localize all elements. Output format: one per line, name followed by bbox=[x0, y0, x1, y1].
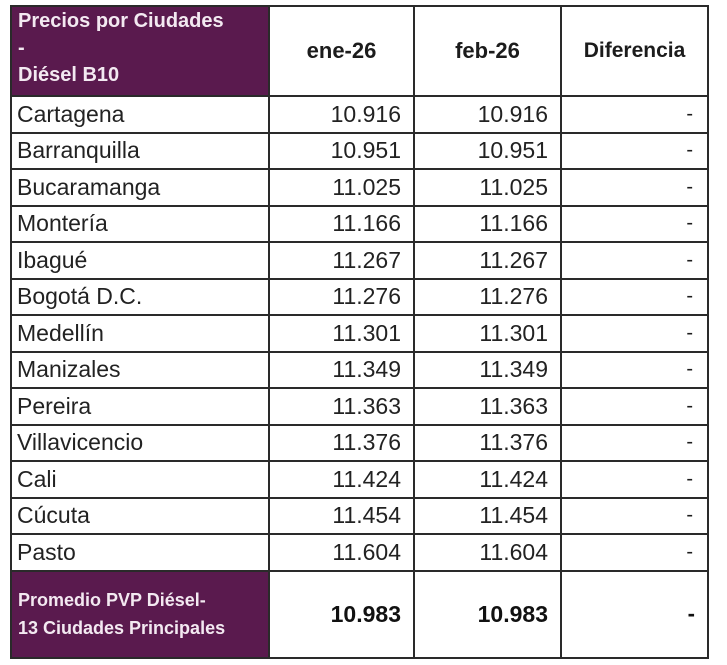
city-cell: Pasto bbox=[10, 533, 270, 572]
column-header-ene: ene-26 bbox=[268, 5, 415, 97]
ene-price-cell: 11.454 bbox=[268, 496, 415, 535]
feb-price-cell: 11.276 bbox=[413, 277, 562, 316]
city-cell: Cúcuta bbox=[10, 496, 270, 535]
difference-cell: - bbox=[560, 350, 709, 389]
city-cell: Medellín bbox=[10, 314, 270, 353]
city-cell: Montería bbox=[10, 204, 270, 243]
ene-price-cell: 11.267 bbox=[268, 241, 415, 280]
diesel-price-table: Precios por Ciudades - Diésel B10 ene-26… bbox=[10, 5, 709, 659]
feb-price-cell: 11.424 bbox=[413, 460, 562, 499]
table-row: Manizales 11.349 11.349 - bbox=[10, 350, 709, 389]
difference-cell: - bbox=[560, 95, 709, 134]
city-cell: Cartagena bbox=[10, 95, 270, 134]
feb-price-cell: 10.916 bbox=[413, 95, 562, 134]
difference-cell: - bbox=[560, 496, 709, 535]
city-cell: Bucaramanga bbox=[10, 168, 270, 207]
feb-price-cell: 10.951 bbox=[413, 131, 562, 170]
feb-price-cell: 11.363 bbox=[413, 387, 562, 426]
ene-price-cell: 10.916 bbox=[268, 95, 415, 134]
city-cell: Pereira bbox=[10, 387, 270, 426]
difference-cell: - bbox=[560, 277, 709, 316]
city-cell: Ibagué bbox=[10, 241, 270, 280]
table-row: Cali 11.424 11.424 - bbox=[10, 460, 709, 499]
table-title-line-1: Precios por Ciudades bbox=[18, 10, 224, 32]
table-row: Cúcuta 11.454 11.454 - bbox=[10, 496, 709, 535]
table-row: Bogotá D.C. 11.276 11.276 - bbox=[10, 277, 709, 316]
feb-price-cell: 11.376 bbox=[413, 423, 562, 462]
table-row: Pereira 11.363 11.363 - bbox=[10, 387, 709, 426]
difference-cell: - bbox=[560, 314, 709, 353]
feb-price-cell: 11.454 bbox=[413, 496, 562, 535]
average-row: Promedio PVP Diésel- 13 Ciudades Princip… bbox=[10, 569, 709, 659]
ene-price-cell: 10.951 bbox=[268, 131, 415, 170]
table-row: Medellín 11.301 11.301 - bbox=[10, 314, 709, 353]
ene-price-cell: 11.363 bbox=[268, 387, 415, 426]
ene-price-cell: 11.276 bbox=[268, 277, 415, 316]
header-row: Precios por Ciudades - Diésel B10 ene-26… bbox=[10, 5, 709, 97]
table-title-cell: Precios por Ciudades - Diésel B10 bbox=[10, 5, 270, 97]
difference-cell: - bbox=[560, 533, 709, 572]
difference-cell: - bbox=[560, 387, 709, 426]
average-difference-cell: - bbox=[560, 569, 709, 659]
table-title-line-2: - bbox=[18, 37, 25, 59]
ene-price-cell: 11.025 bbox=[268, 168, 415, 207]
feb-price-cell: 11.604 bbox=[413, 533, 562, 572]
city-cell: Manizales bbox=[10, 350, 270, 389]
table-row: Villavicencio 11.376 11.376 - bbox=[10, 423, 709, 462]
table-row: Bucaramanga 11.025 11.025 - bbox=[10, 168, 709, 207]
feb-price-cell: 11.349 bbox=[413, 350, 562, 389]
difference-cell: - bbox=[560, 168, 709, 207]
ene-price-cell: 11.166 bbox=[268, 204, 415, 243]
column-header-diferencia: Diferencia bbox=[560, 5, 709, 97]
difference-cell: - bbox=[560, 204, 709, 243]
table-row: Cartagena 10.916 10.916 - bbox=[10, 95, 709, 134]
table-row: Ibagué 11.267 11.267 - bbox=[10, 241, 709, 280]
table-row: Montería 11.166 11.166 - bbox=[10, 204, 709, 243]
ene-price-cell: 11.349 bbox=[268, 350, 415, 389]
table-title-line-3: Diésel B10 bbox=[18, 64, 120, 86]
difference-cell: - bbox=[560, 460, 709, 499]
table-row: Barranquilla 10.951 10.951 - bbox=[10, 131, 709, 170]
feb-price-cell: 11.267 bbox=[413, 241, 562, 280]
ene-price-cell: 11.604 bbox=[268, 533, 415, 572]
average-ene-cell: 10.983 bbox=[268, 569, 415, 659]
average-label-line-2: 13 Ciudades Principales bbox=[18, 618, 226, 638]
feb-price-cell: 11.025 bbox=[413, 168, 562, 207]
feb-price-cell: 11.166 bbox=[413, 204, 562, 243]
city-cell: Cali bbox=[10, 460, 270, 499]
difference-cell: - bbox=[560, 131, 709, 170]
average-label-cell: Promedio PVP Diésel- 13 Ciudades Princip… bbox=[10, 569, 270, 659]
average-feb-cell: 10.983 bbox=[413, 569, 562, 659]
city-cell: Barranquilla bbox=[10, 131, 270, 170]
city-cell: Villavicencio bbox=[10, 423, 270, 462]
average-label-line-1: Promedio PVP Diésel- bbox=[18, 590, 206, 610]
column-header-feb: feb-26 bbox=[413, 5, 562, 97]
difference-cell: - bbox=[560, 423, 709, 462]
ene-price-cell: 11.301 bbox=[268, 314, 415, 353]
ene-price-cell: 11.376 bbox=[268, 423, 415, 462]
feb-price-cell: 11.301 bbox=[413, 314, 562, 353]
city-cell: Bogotá D.C. bbox=[10, 277, 270, 316]
table-row: Pasto 11.604 11.604 - bbox=[10, 533, 709, 572]
difference-cell: - bbox=[560, 241, 709, 280]
ene-price-cell: 11.424 bbox=[268, 460, 415, 499]
